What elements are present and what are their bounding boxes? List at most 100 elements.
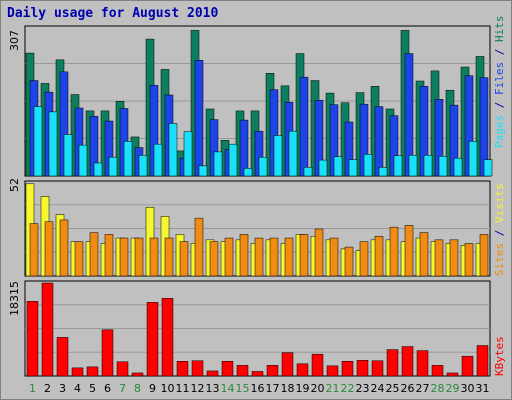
bar-sites-day-18 (284, 237, 294, 277)
bar-sites-day-19 (299, 234, 309, 277)
x-tick-day-26: 26 (401, 382, 415, 395)
bar-sites-day-3 (59, 219, 69, 277)
legend-entry: Files (493, 62, 506, 95)
bar-sites-day-12 (194, 217, 204, 277)
x-tick-day-23: 23 (356, 382, 370, 395)
legend-entry: Sites (493, 243, 506, 276)
bar-kbytes-day-26 (401, 346, 414, 377)
x-tick-day-11: 11 (176, 382, 190, 395)
bar-pages-day-20 (318, 159, 328, 177)
x-tick-day-9: 9 (149, 382, 156, 395)
bar-kbytes-day-3 (56, 337, 69, 377)
x-tick-day-16: 16 (251, 382, 265, 395)
x-tick-day-3: 3 (59, 382, 66, 395)
bar-kbytes-day-31 (476, 345, 489, 377)
bar-kbytes-day-5 (86, 366, 99, 377)
bar-pages-day-27 (423, 155, 433, 177)
bar-kbytes-day-25 (386, 349, 399, 377)
bar-pages-day-11 (183, 131, 193, 177)
bar-pages-day-18 (288, 130, 298, 177)
bar-pages-day-1 (33, 106, 43, 177)
bar-pages-day-26 (408, 155, 418, 177)
bar-sites-day-29 (449, 239, 459, 277)
bar-sites-day-2 (44, 221, 54, 277)
bar-pages-day-30 (468, 141, 478, 177)
bar-pages-day-16 (258, 156, 268, 177)
legend-entry: Visits (493, 183, 506, 223)
x-tick-day-19: 19 (296, 382, 310, 395)
bar-pages-day-28 (438, 155, 448, 177)
bar-pages-day-5 (93, 162, 103, 177)
bar-kbytes-day-28 (431, 365, 444, 377)
bar-kbytes-day-11 (176, 361, 189, 377)
bar-sites-day-26 (404, 225, 414, 277)
x-tick-day-6: 6 (104, 382, 111, 395)
bar-kbytes-day-17 (266, 365, 279, 377)
x-tick-day-5: 5 (89, 382, 96, 395)
x-tick-day-24: 24 (371, 382, 385, 395)
legend-entry: / (493, 95, 506, 115)
bar-sites-day-23 (359, 241, 369, 277)
bar-kbytes-day-20 (311, 353, 324, 377)
bar-kbytes-day-15 (236, 365, 249, 377)
x-tick-day-21: 21 (326, 382, 340, 395)
bar-pages-day-23 (363, 154, 373, 177)
x-tick-day-15: 15 (236, 382, 250, 395)
y-max-label-kbytes: 18315 (8, 281, 21, 316)
bar-pages-day-31 (483, 159, 493, 177)
bar-files-day-15 (239, 119, 249, 177)
bar-kbytes-day-24 (371, 360, 384, 377)
bar-sites-day-25 (389, 226, 399, 277)
x-tick-day-8: 8 (134, 382, 141, 395)
bar-pages-day-7 (123, 141, 133, 177)
bar-sites-day-21 (329, 237, 339, 277)
bar-kbytes-day-19 (296, 363, 309, 377)
bar-pages-day-21 (333, 156, 343, 177)
legend-hits-files-pages: Pages / Files / Hits (493, 16, 506, 149)
x-tick-day-18: 18 (281, 382, 295, 395)
bar-kbytes-day-2 (41, 282, 54, 377)
bar-kbytes-day-29 (446, 372, 459, 377)
x-tick-day-7: 7 (119, 382, 126, 395)
bar-sites-day-20 (314, 228, 324, 277)
x-tick-day-25: 25 (386, 382, 400, 395)
legend-kbytes: KBytes (493, 336, 506, 376)
bar-kbytes-day-10 (161, 298, 174, 377)
bar-kbytes-day-7 (116, 361, 129, 377)
x-tick-day-14: 14 (221, 382, 235, 395)
bar-sites-day-14 (224, 237, 234, 277)
legend-visits-sites: Sites / Visits (493, 183, 506, 276)
bar-sites-day-8 (134, 237, 144, 277)
bar-kbytes-day-21 (326, 365, 339, 377)
bar-sites-day-22 (344, 246, 354, 277)
x-tick-day-27: 27 (416, 382, 430, 395)
bar-kbytes-day-13 (206, 370, 219, 377)
bar-kbytes-day-30 (461, 355, 474, 377)
bar-kbytes-day-23 (356, 360, 369, 377)
bar-pages-day-12 (198, 165, 208, 177)
bar-sites-day-30 (464, 243, 474, 277)
bar-sites-day-17 (269, 237, 279, 277)
bar-files-day-19 (299, 76, 309, 177)
bar-pages-day-29 (453, 157, 463, 177)
chart-title: Daily usage for August 2010 (7, 6, 219, 21)
bar-pages-day-8 (138, 155, 148, 177)
x-tick-day-1: 1 (29, 382, 36, 395)
x-tick-day-28: 28 (431, 382, 445, 395)
x-tick-day-4: 4 (74, 382, 81, 395)
x-tick-day-13: 13 (206, 382, 220, 395)
x-tick-day-22: 22 (341, 382, 355, 395)
bar-pages-day-2 (48, 111, 58, 177)
bar-sites-day-31 (479, 234, 489, 277)
bar-pages-day-15 (243, 168, 253, 177)
x-tick-day-12: 12 (191, 382, 205, 395)
bar-pages-day-9 (153, 143, 163, 177)
bar-files-day-24 (374, 106, 384, 177)
bar-sites-day-9 (149, 237, 159, 277)
bar-kbytes-day-12 (191, 360, 204, 377)
bar-sites-day-27 (419, 232, 429, 277)
bar-pages-day-17 (273, 135, 283, 177)
legend-entry: Pages (493, 115, 506, 148)
bar-sites-day-15 (239, 234, 249, 277)
